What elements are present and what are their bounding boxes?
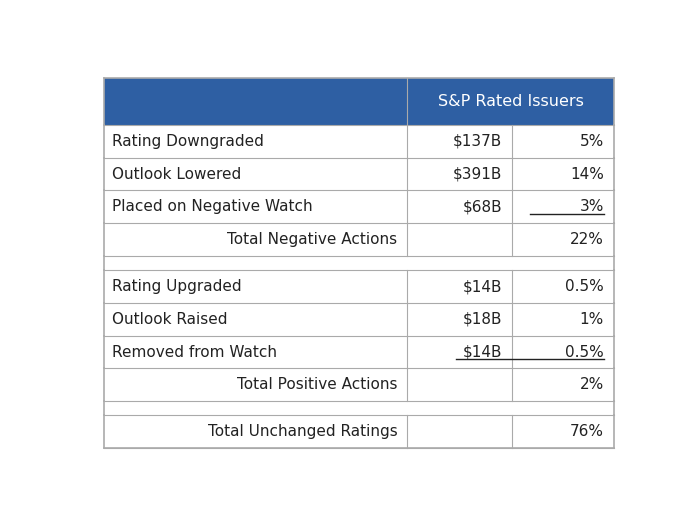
Text: Outlook Lowered: Outlook Lowered: [113, 166, 242, 181]
Text: 22%: 22%: [570, 232, 604, 247]
Text: $391B: $391B: [453, 166, 502, 181]
Bar: [104, 125, 614, 158]
Text: Rating Downgraded: Rating Downgraded: [113, 134, 265, 149]
Text: $14B: $14B: [463, 279, 502, 294]
Bar: [104, 256, 614, 270]
Text: Placed on Negative Watch: Placed on Negative Watch: [113, 200, 313, 215]
Bar: [104, 78, 614, 125]
Text: 3%: 3%: [580, 200, 604, 215]
Text: 14%: 14%: [570, 166, 604, 181]
Text: Rating Upgraded: Rating Upgraded: [113, 279, 242, 294]
Bar: [104, 416, 614, 448]
Bar: [104, 158, 614, 190]
Bar: [104, 369, 614, 401]
Text: 76%: 76%: [570, 424, 604, 439]
Text: 5%: 5%: [580, 134, 604, 149]
Text: $68B: $68B: [462, 200, 502, 215]
Text: 0.5%: 0.5%: [565, 344, 604, 359]
Text: $137B: $137B: [453, 134, 502, 149]
Text: Total Positive Actions: Total Positive Actions: [237, 377, 398, 392]
Text: 1%: 1%: [580, 312, 604, 327]
Text: 0.5%: 0.5%: [565, 279, 604, 294]
Bar: [104, 303, 614, 336]
Text: Removed from Watch: Removed from Watch: [113, 344, 277, 359]
Bar: [104, 401, 614, 416]
Text: $14B: $14B: [463, 344, 502, 359]
Text: 2%: 2%: [580, 377, 604, 392]
Text: Outlook Raised: Outlook Raised: [113, 312, 228, 327]
Bar: [104, 223, 614, 256]
Text: $18B: $18B: [463, 312, 502, 327]
Text: Total Negative Actions: Total Negative Actions: [228, 232, 398, 247]
Bar: [104, 336, 614, 369]
Text: Total Unchanged Ratings: Total Unchanged Ratings: [208, 424, 398, 439]
Bar: [104, 190, 614, 223]
Bar: [104, 270, 614, 303]
Text: S&P Rated Issuers: S&P Rated Issuers: [438, 94, 583, 109]
